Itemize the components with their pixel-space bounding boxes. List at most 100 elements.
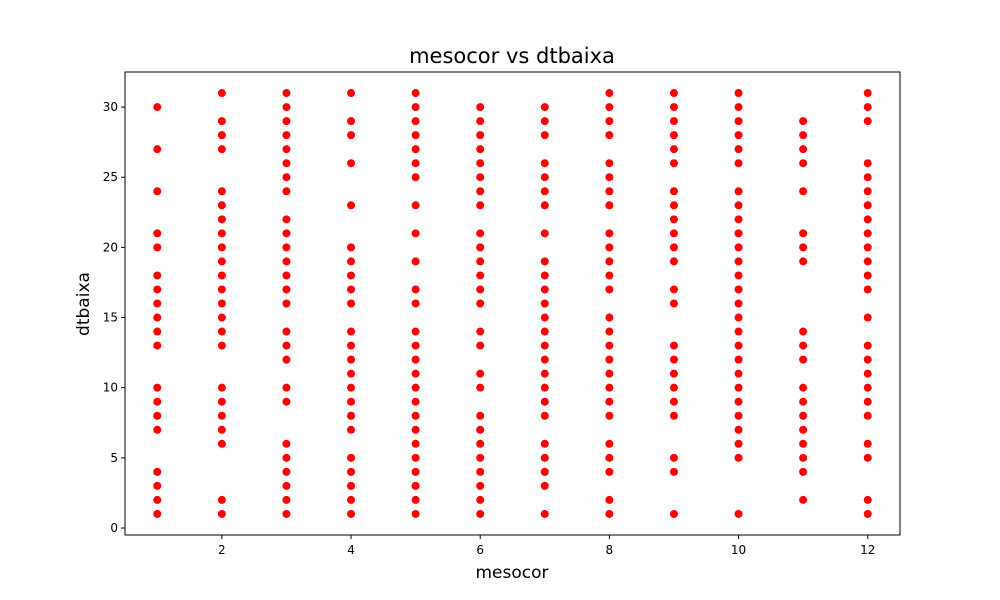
data-point [863, 201, 872, 210]
data-point [669, 341, 678, 350]
data-point [605, 397, 614, 406]
data-point [153, 299, 162, 308]
data-point [605, 89, 614, 98]
data-point [411, 103, 420, 112]
y-tick-label: 20 [103, 240, 118, 254]
data-point [540, 327, 549, 336]
data-point [669, 89, 678, 98]
data-point [863, 453, 872, 462]
data-point [282, 285, 291, 294]
data-point [411, 467, 420, 476]
data-point [476, 509, 485, 518]
data-point [217, 201, 226, 210]
data-point [282, 243, 291, 252]
data-point [347, 509, 356, 518]
data-point [669, 117, 678, 126]
data-point [799, 439, 808, 448]
x-axis-ticks: 2 4 6 8 10 12 [218, 535, 875, 557]
data-point [669, 299, 678, 308]
data-point [669, 467, 678, 476]
data-point [347, 243, 356, 252]
data-point [217, 341, 226, 350]
data-point [669, 103, 678, 112]
x-tick-label: 2 [218, 543, 226, 557]
data-point [347, 355, 356, 364]
data-point [153, 103, 162, 112]
data-point [217, 257, 226, 266]
data-point [734, 383, 743, 392]
data-point [540, 439, 549, 448]
data-point [734, 425, 743, 434]
data-point [476, 103, 485, 112]
data-point [799, 425, 808, 434]
data-points [153, 89, 872, 518]
data-point [153, 411, 162, 420]
data-point [282, 187, 291, 196]
data-point [863, 215, 872, 224]
data-point [217, 439, 226, 448]
data-point [799, 257, 808, 266]
data-point [217, 271, 226, 280]
data-point [153, 229, 162, 238]
data-point [540, 397, 549, 406]
data-point [669, 383, 678, 392]
data-point [282, 159, 291, 168]
data-point [734, 257, 743, 266]
data-point [605, 411, 614, 420]
data-point [540, 355, 549, 364]
data-point [863, 439, 872, 448]
data-point [799, 397, 808, 406]
data-point [863, 509, 872, 518]
data-point [540, 411, 549, 420]
data-point [605, 271, 614, 280]
data-point [734, 271, 743, 280]
data-point [282, 397, 291, 406]
data-point [799, 495, 808, 504]
data-point [411, 397, 420, 406]
data-point [153, 341, 162, 350]
y-tick-label: 25 [103, 170, 118, 184]
data-point [669, 397, 678, 406]
data-point [605, 327, 614, 336]
data-point [540, 103, 549, 112]
data-point [476, 481, 485, 490]
data-point [217, 313, 226, 322]
data-point [669, 159, 678, 168]
data-point [734, 439, 743, 448]
data-point [282, 439, 291, 448]
data-point [282, 327, 291, 336]
data-point [669, 131, 678, 140]
data-point [153, 271, 162, 280]
data-point [282, 481, 291, 490]
data-point [734, 509, 743, 518]
data-point [411, 495, 420, 504]
data-point [863, 159, 872, 168]
data-point [282, 355, 291, 364]
data-point [863, 117, 872, 126]
data-point [282, 299, 291, 308]
y-tick-label: 30 [103, 100, 118, 114]
data-point [863, 187, 872, 196]
data-point [476, 131, 485, 140]
data-point [734, 369, 743, 378]
data-point [605, 313, 614, 322]
data-point [282, 495, 291, 504]
data-point [734, 131, 743, 140]
data-point [605, 257, 614, 266]
data-point [347, 383, 356, 392]
data-point [411, 173, 420, 182]
data-point [540, 257, 549, 266]
data-point [799, 145, 808, 154]
data-point [863, 411, 872, 420]
data-point [734, 201, 743, 210]
data-point [476, 229, 485, 238]
data-point [476, 467, 485, 476]
data-point [540, 229, 549, 238]
data-point [540, 299, 549, 308]
data-point [799, 341, 808, 350]
data-point [153, 481, 162, 490]
data-point [863, 229, 872, 238]
data-point [411, 453, 420, 462]
y-tick-label: 15 [103, 311, 118, 325]
